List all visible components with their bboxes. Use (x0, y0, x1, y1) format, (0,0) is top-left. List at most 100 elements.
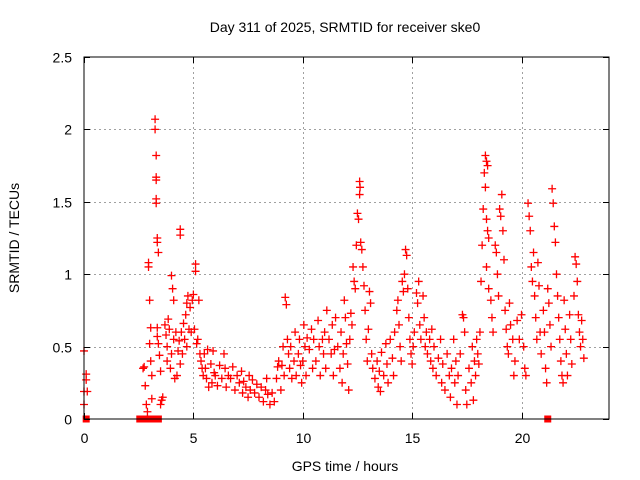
data-point (230, 386, 239, 395)
data-point (498, 226, 507, 235)
data-point (473, 349, 482, 358)
data-point (393, 296, 402, 305)
data-point (257, 383, 266, 392)
data-point (158, 393, 167, 402)
data-point (174, 346, 183, 355)
data-point (395, 320, 403, 329)
data-point (244, 393, 253, 402)
data-point (298, 357, 307, 366)
data-point (337, 328, 346, 337)
x-tick-label: 15 (405, 430, 421, 446)
data-point (241, 383, 250, 392)
data-point (287, 374, 296, 383)
data-point (209, 346, 218, 355)
y-tick-label: 2 (64, 122, 72, 138)
data-point (422, 328, 431, 337)
data-point (381, 339, 390, 348)
data-point (489, 328, 498, 337)
data-point (346, 309, 355, 318)
data-point (333, 342, 342, 351)
data-point (368, 364, 377, 373)
data-point (151, 125, 160, 134)
data-point (390, 328, 399, 337)
data-point (397, 357, 406, 366)
data-point (352, 241, 361, 250)
data-point (261, 386, 270, 395)
y-tick-label: 0 (64, 412, 72, 428)
data-point (486, 296, 495, 305)
data-point (235, 378, 244, 387)
data-point (525, 212, 534, 221)
data-point (484, 284, 493, 293)
data-point (550, 222, 559, 231)
data-point (412, 289, 421, 298)
data-point (145, 339, 154, 348)
data-point (555, 335, 564, 344)
data-point (349, 262, 358, 271)
data-point (237, 367, 246, 376)
data-point (400, 270, 409, 279)
data-point (327, 349, 336, 358)
data-point (272, 374, 281, 383)
data-point (181, 310, 190, 319)
data-point (547, 342, 556, 351)
data-point (520, 364, 529, 373)
y-tick-label: 2.5 (53, 50, 73, 66)
data-point (482, 262, 491, 271)
data-point (146, 357, 155, 366)
data-point (343, 359, 352, 368)
data-point (540, 328, 549, 337)
data-point (246, 386, 255, 395)
data-point (296, 361, 305, 370)
data-point (370, 374, 379, 383)
data-point (248, 375, 257, 384)
data-point (481, 183, 490, 192)
data-point (496, 212, 505, 221)
data-point (358, 262, 367, 271)
data-point (282, 300, 291, 309)
data-point (517, 310, 526, 319)
data-point (163, 342, 172, 351)
data-point (531, 313, 540, 322)
data-point (192, 339, 201, 348)
data-point (373, 357, 382, 366)
data-point (414, 277, 423, 286)
data-point (532, 335, 541, 344)
plot-frame (83, 56, 610, 420)
data-point (273, 362, 282, 371)
data-point (497, 190, 506, 199)
data-point (503, 342, 512, 351)
data-point (562, 349, 571, 358)
data-point (509, 371, 518, 380)
data-point (311, 357, 320, 366)
data-point (179, 319, 188, 328)
data-point (145, 296, 154, 305)
data-point (166, 364, 175, 373)
data-point (175, 336, 184, 345)
data-point (524, 199, 533, 208)
data-point (281, 293, 290, 302)
data-point (268, 388, 277, 397)
data-point (570, 291, 578, 300)
data-point (342, 339, 351, 348)
data-point (274, 357, 283, 366)
data-point (263, 390, 272, 399)
data-point (425, 335, 434, 344)
data-point (554, 313, 563, 322)
data-point (299, 320, 308, 329)
data-point (541, 364, 550, 373)
data-point (491, 241, 500, 250)
grid (84, 57, 609, 419)
data-point (350, 277, 359, 286)
x-axis-label: GPS time / hours (292, 458, 399, 474)
data-point (384, 378, 393, 387)
data-point (535, 281, 543, 290)
data-point (191, 267, 200, 276)
data-point (551, 238, 560, 247)
data-point (250, 388, 259, 397)
data-point (432, 371, 441, 380)
data-point (365, 287, 374, 296)
data-point (475, 328, 484, 337)
data-point (467, 378, 476, 387)
data-point (376, 387, 385, 396)
